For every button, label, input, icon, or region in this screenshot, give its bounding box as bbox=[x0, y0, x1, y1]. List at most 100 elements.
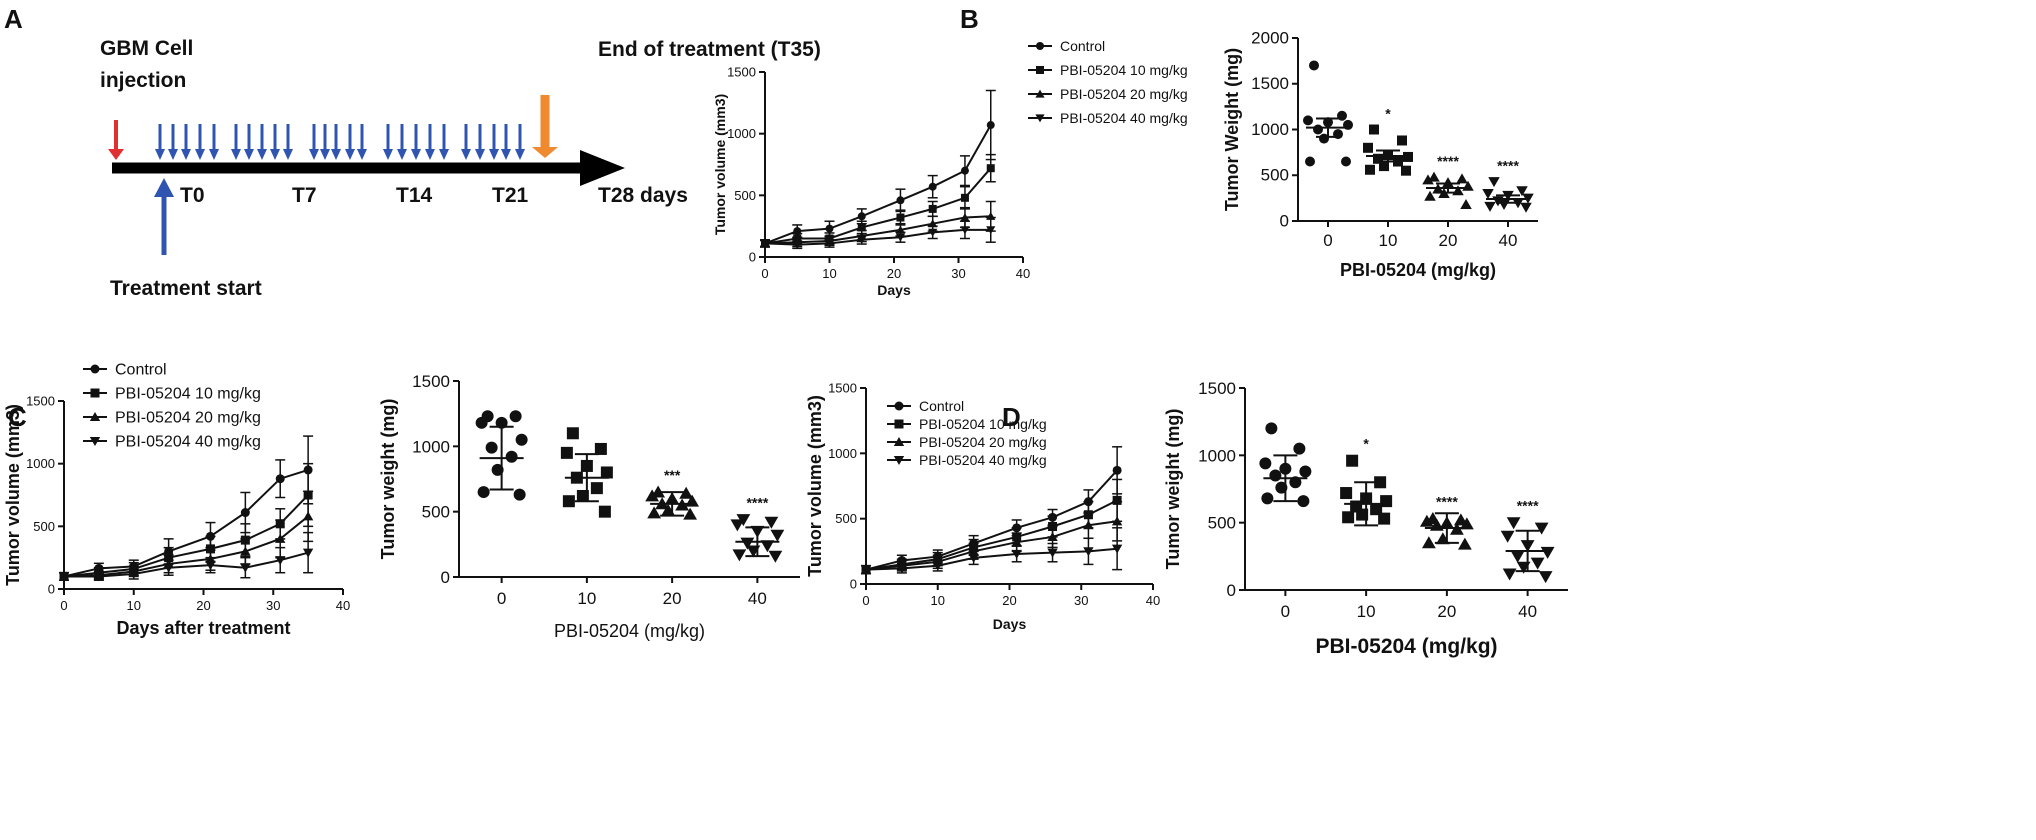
significance-label: **** bbox=[746, 495, 768, 511]
y-axis-label: Tumor volume (mm3) bbox=[712, 94, 728, 235]
data-point bbox=[1289, 476, 1302, 489]
data-point bbox=[1373, 153, 1383, 164]
data-point bbox=[1516, 186, 1528, 197]
data-point bbox=[1342, 511, 1355, 524]
data-point bbox=[513, 488, 526, 501]
legend-marker bbox=[894, 419, 904, 429]
y-tick-label: 1000 bbox=[727, 126, 756, 141]
legend-marker bbox=[894, 401, 904, 411]
x-axis-label: PBI-05204 (mg/kg) bbox=[1340, 260, 1496, 280]
dose-arrow-10-head bbox=[283, 149, 293, 160]
y-axis-label: Tumor weight (mg) bbox=[378, 399, 398, 560]
data-point bbox=[645, 489, 660, 502]
data-point bbox=[1293, 442, 1306, 455]
data-point bbox=[509, 410, 522, 423]
data-point bbox=[1305, 156, 1315, 167]
data-point bbox=[1309, 60, 1319, 71]
data-point bbox=[1422, 174, 1434, 185]
dose-arrow-11-head bbox=[309, 149, 319, 160]
x-axis-label: Days bbox=[993, 616, 1027, 632]
data-point bbox=[1442, 177, 1454, 188]
data-point bbox=[679, 486, 694, 499]
x-tick-label: 20 bbox=[663, 589, 682, 608]
x-tick-label: 20 bbox=[1002, 593, 1016, 608]
y-tick-label: 500 bbox=[835, 511, 857, 526]
y-tick-label: 1500 bbox=[1251, 74, 1289, 93]
data-point bbox=[1365, 164, 1375, 175]
data-point bbox=[598, 505, 611, 518]
data-point bbox=[960, 226, 970, 235]
group-20: **** bbox=[1422, 153, 1474, 210]
dose-arrow-17-head bbox=[397, 149, 407, 160]
x-tick-label: 0 bbox=[761, 266, 768, 281]
time-label-t28-days: T28 days bbox=[598, 184, 688, 207]
x-tick-label: 40 bbox=[748, 589, 767, 608]
y-tick-label: 0 bbox=[48, 582, 55, 597]
series-line bbox=[865, 469, 1118, 571]
series-line bbox=[63, 494, 309, 578]
legend-label: PBI-05204 40 mg/kg bbox=[1060, 110, 1188, 126]
y-tick-label: 0 bbox=[1227, 581, 1236, 600]
data-point bbox=[740, 537, 755, 550]
x-tick-label: 10 bbox=[1379, 231, 1398, 250]
dose-arrow-3-head bbox=[181, 149, 191, 160]
legend-label: Control bbox=[1060, 38, 1105, 54]
data-point bbox=[1397, 135, 1407, 146]
data-point bbox=[1534, 522, 1549, 535]
data-point bbox=[1111, 544, 1123, 554]
data-point bbox=[1484, 201, 1496, 212]
data-point bbox=[824, 239, 835, 248]
x-tick-label: 10 bbox=[127, 598, 141, 613]
data-point bbox=[986, 226, 996, 235]
y-tick-label: 500 bbox=[33, 519, 55, 534]
data-point bbox=[825, 224, 834, 233]
data-point bbox=[475, 416, 488, 429]
dose-arrow-4-head bbox=[195, 149, 205, 160]
treatment-start-label: Treatment start bbox=[110, 277, 262, 300]
group-40: **** bbox=[1482, 158, 1534, 213]
data-point bbox=[960, 193, 969, 202]
significance-label: **** bbox=[1517, 498, 1539, 514]
series-4: PBI-05204 40 mg/kg bbox=[860, 452, 1123, 575]
dose-arrow-7-head bbox=[244, 149, 254, 160]
data-point bbox=[1540, 546, 1555, 559]
y-axis-label: Tumor Weight (mg) bbox=[1222, 48, 1242, 211]
y-tick-label: 500 bbox=[1208, 514, 1236, 533]
x-tick-label: 40 bbox=[1016, 266, 1030, 281]
x-tick-label: 30 bbox=[266, 598, 280, 613]
data-point bbox=[860, 565, 872, 575]
data-point bbox=[1047, 548, 1058, 558]
group-0 bbox=[1259, 422, 1312, 508]
legend-marker bbox=[90, 388, 100, 398]
data-point bbox=[1506, 517, 1521, 530]
data-point bbox=[1530, 557, 1545, 570]
y-tick-label: 0 bbox=[850, 577, 857, 592]
data-point bbox=[505, 450, 518, 463]
data-point bbox=[1370, 503, 1383, 516]
x-tick-label: 20 bbox=[196, 598, 210, 613]
dose-arrow-5-head bbox=[209, 149, 219, 160]
data-point bbox=[1457, 537, 1472, 550]
data-point bbox=[93, 572, 105, 582]
x-tick-label: 40 bbox=[336, 598, 350, 613]
x-tick-label: 20 bbox=[1439, 231, 1458, 250]
panel-a-timeline: GBM Cell injection End of treatment (T35… bbox=[100, 37, 821, 300]
series-line bbox=[63, 515, 309, 578]
data-point bbox=[240, 563, 251, 573]
data-point bbox=[683, 507, 698, 520]
panel-letter-c: C bbox=[8, 402, 27, 432]
legend-marker bbox=[893, 437, 905, 447]
data-point bbox=[968, 553, 979, 563]
data-point bbox=[1265, 422, 1278, 435]
legend-marker bbox=[1035, 114, 1045, 123]
data-point bbox=[1421, 536, 1436, 549]
legend-label: PBI-05204 20 mg/kg bbox=[919, 434, 1047, 450]
data-point bbox=[764, 516, 779, 529]
legend-label: PBI-05204 10 mg/kg bbox=[919, 416, 1047, 432]
dose-arrow-1-head bbox=[155, 149, 165, 160]
y-tick-label: 0 bbox=[441, 568, 450, 587]
data-point bbox=[1419, 514, 1434, 527]
y-axis-label: Tumor volume (mm3) bbox=[3, 404, 23, 586]
